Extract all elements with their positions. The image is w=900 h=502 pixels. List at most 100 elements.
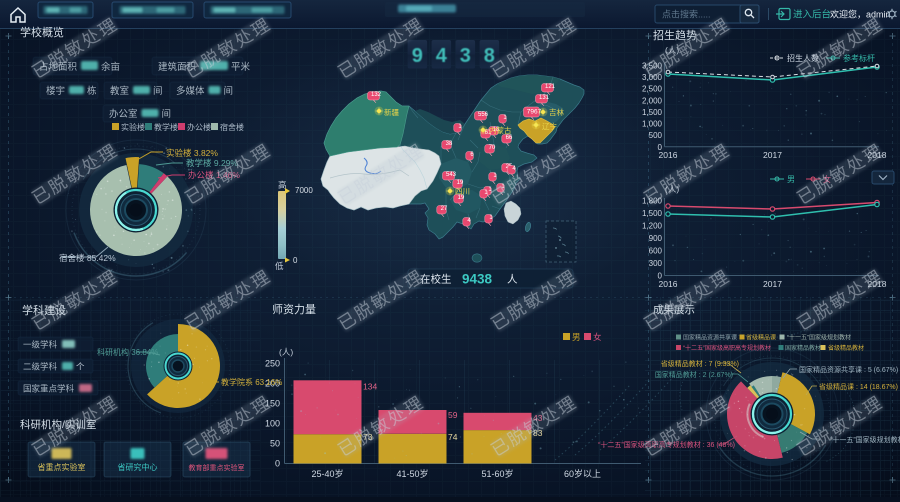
svg-text:间: 间 bbox=[162, 108, 172, 120]
svg-text:招生人数: 招生人数 bbox=[787, 53, 819, 63]
svg-text:19: 19 bbox=[458, 195, 465, 201]
svg-text:“十一五”国家级规划教材: “十一五”国家级规划教材 bbox=[787, 334, 851, 342]
svg-text:2016: 2016 bbox=[659, 279, 678, 289]
svg-text:0: 0 bbox=[658, 143, 663, 152]
svg-text:宿舍楼 85.42%: 宿舍楼 85.42% bbox=[59, 253, 116, 263]
svg-text:间: 间 bbox=[153, 85, 163, 97]
svg-text:59: 59 bbox=[448, 410, 458, 420]
svg-text:41-50岁: 41-50岁 bbox=[396, 468, 428, 479]
svg-text:间: 间 bbox=[224, 85, 234, 97]
svg-text:省级精品教材 : 7 (9.33%): 省级精品教材 : 7 (9.33%) bbox=[661, 359, 739, 368]
svg-text:50: 50 bbox=[270, 439, 280, 449]
svg-text:61: 61 bbox=[485, 130, 492, 136]
svg-text:国家重点学科: 国家重点学科 bbox=[23, 384, 75, 394]
svg-text:900: 900 bbox=[649, 234, 663, 243]
svg-text:9: 9 bbox=[412, 45, 423, 67]
svg-text:国家精品教材: 国家精品教材 bbox=[785, 344, 821, 352]
svg-text:2017: 2017 bbox=[763, 279, 782, 289]
svg-text:进入后台: 进入后台 bbox=[793, 9, 831, 21]
svg-text:1,200: 1,200 bbox=[642, 222, 663, 231]
svg-text:吉林: 吉林 bbox=[549, 107, 564, 117]
svg-text:一级学科: 一级学科 bbox=[23, 340, 58, 350]
svg-text:2,000: 2,000 bbox=[642, 96, 663, 105]
svg-text:辽宁: 辽宁 bbox=[542, 121, 557, 131]
svg-text:实验楼: 实验楼 bbox=[121, 122, 145, 132]
svg-text:宿舍楼: 宿舍楼 bbox=[220, 122, 244, 132]
svg-text:男: 男 bbox=[787, 175, 795, 184]
svg-text:1: 1 bbox=[489, 215, 493, 221]
svg-text:平米: 平米 bbox=[231, 61, 251, 73]
svg-text:66: 66 bbox=[506, 135, 513, 141]
svg-text:内蒙古: 内蒙古 bbox=[489, 125, 512, 135]
svg-text:2,500: 2,500 bbox=[642, 85, 663, 94]
svg-text:办公室: 办公室 bbox=[109, 108, 138, 120]
svg-text:8: 8 bbox=[484, 45, 495, 67]
svg-text:学校概览: 学校概览 bbox=[20, 25, 64, 39]
svg-text:省重点实验室: 省重点实验室 bbox=[38, 462, 86, 472]
svg-text:省级精品教材: 省级精品教材 bbox=[828, 344, 864, 352]
svg-text:四川: 四川 bbox=[455, 187, 470, 196]
svg-text:个: 个 bbox=[76, 362, 85, 372]
svg-text:国家精品资源共享课 : 5 (6.67%): 国家精品资源共享课 : 5 (6.67%) bbox=[799, 365, 898, 374]
svg-text:在校生: 在校生 bbox=[420, 273, 452, 286]
svg-text:1,500: 1,500 bbox=[642, 108, 663, 117]
svg-text:3: 3 bbox=[460, 45, 471, 67]
svg-text:1: 1 bbox=[488, 187, 492, 193]
svg-text:300: 300 bbox=[649, 259, 663, 268]
svg-text:556: 556 bbox=[478, 112, 489, 118]
svg-text:1: 1 bbox=[493, 173, 497, 179]
svg-text:134: 134 bbox=[363, 381, 377, 391]
svg-text:新疆: 新疆 bbox=[384, 107, 399, 117]
svg-text:7000: 7000 bbox=[295, 186, 313, 195]
svg-text:欢迎您，admin: 欢迎您，admin bbox=[830, 9, 891, 20]
svg-text:点击搜索.....: 点击搜索..... bbox=[662, 9, 711, 20]
svg-text:国家精品资源共享课: 国家精品资源共享课 bbox=[683, 334, 737, 342]
svg-text:省级精品课: 省级精品课 bbox=[746, 334, 776, 342]
svg-text:楼宇: 楼宇 bbox=[46, 85, 65, 97]
svg-text:教学楼: 教学楼 bbox=[154, 122, 178, 132]
svg-text:国家精品教材 : 2 (2.67%): 国家精品教材 : 2 (2.67%) bbox=[655, 370, 733, 379]
svg-text:教学楼 9.29%: 教学楼 9.29% bbox=[186, 158, 238, 168]
svg-text:121: 121 bbox=[545, 84, 556, 90]
svg-text:19: 19 bbox=[457, 180, 464, 186]
svg-text:省级精品课 : 14 (18.67%): 省级精品课 : 14 (18.67%) bbox=[819, 382, 898, 391]
svg-text:0: 0 bbox=[275, 459, 280, 469]
svg-text:150: 150 bbox=[265, 398, 280, 408]
svg-text:低: 低 bbox=[275, 261, 284, 271]
svg-text:27: 27 bbox=[441, 206, 448, 212]
svg-text:师资力量: 师资力量 bbox=[272, 303, 316, 316]
svg-text:1,000: 1,000 bbox=[642, 120, 663, 129]
svg-text:4: 4 bbox=[436, 45, 448, 67]
svg-text:办公楼: 办公楼 bbox=[187, 122, 211, 132]
svg-text:教育部重点实验室: 教育部重点实验室 bbox=[189, 463, 245, 472]
svg-text:多媒体: 多媒体 bbox=[176, 85, 205, 97]
svg-text:0: 0 bbox=[658, 272, 663, 281]
svg-text:4: 4 bbox=[467, 218, 471, 224]
svg-text:25-40岁: 25-40岁 bbox=[311, 468, 343, 479]
svg-text:200: 200 bbox=[265, 378, 280, 388]
svg-text:2016: 2016 bbox=[659, 150, 678, 160]
svg-text:男: 男 bbox=[572, 332, 581, 342]
svg-text:“十一五”国家级规划教材 : 8 (10.67%): “十一五”国家级规划教材 : 8 (10.67%) bbox=[830, 435, 900, 444]
svg-text:教学院系 63.16%: 教学院系 63.16% bbox=[221, 377, 282, 387]
svg-text:7967: 7967 bbox=[527, 109, 542, 116]
svg-text:2017: 2017 bbox=[763, 150, 782, 160]
svg-text:省研究中心: 省研究中心 bbox=[118, 462, 158, 472]
svg-text:500: 500 bbox=[649, 131, 663, 140]
svg-text:250: 250 bbox=[265, 358, 280, 368]
svg-text:100: 100 bbox=[265, 418, 280, 428]
svg-text:人: 人 bbox=[507, 274, 518, 286]
svg-text:1: 1 bbox=[503, 115, 507, 121]
svg-text:6: 6 bbox=[470, 152, 474, 158]
svg-text:参考标杆: 参考标杆 bbox=[843, 53, 875, 63]
svg-text:教室: 教室 bbox=[110, 85, 129, 97]
svg-text:543: 543 bbox=[446, 172, 457, 178]
svg-text:0: 0 bbox=[293, 256, 298, 265]
svg-text:70: 70 bbox=[489, 145, 496, 151]
svg-text:1,500: 1,500 bbox=[642, 209, 663, 218]
svg-text:高: 高 bbox=[278, 180, 287, 190]
svg-text:18: 18 bbox=[493, 127, 500, 133]
svg-text:38: 38 bbox=[446, 141, 453, 147]
svg-text:栋: 栋 bbox=[87, 85, 97, 97]
svg-text:实验楼 3.82%: 实验楼 3.82% bbox=[166, 148, 218, 158]
